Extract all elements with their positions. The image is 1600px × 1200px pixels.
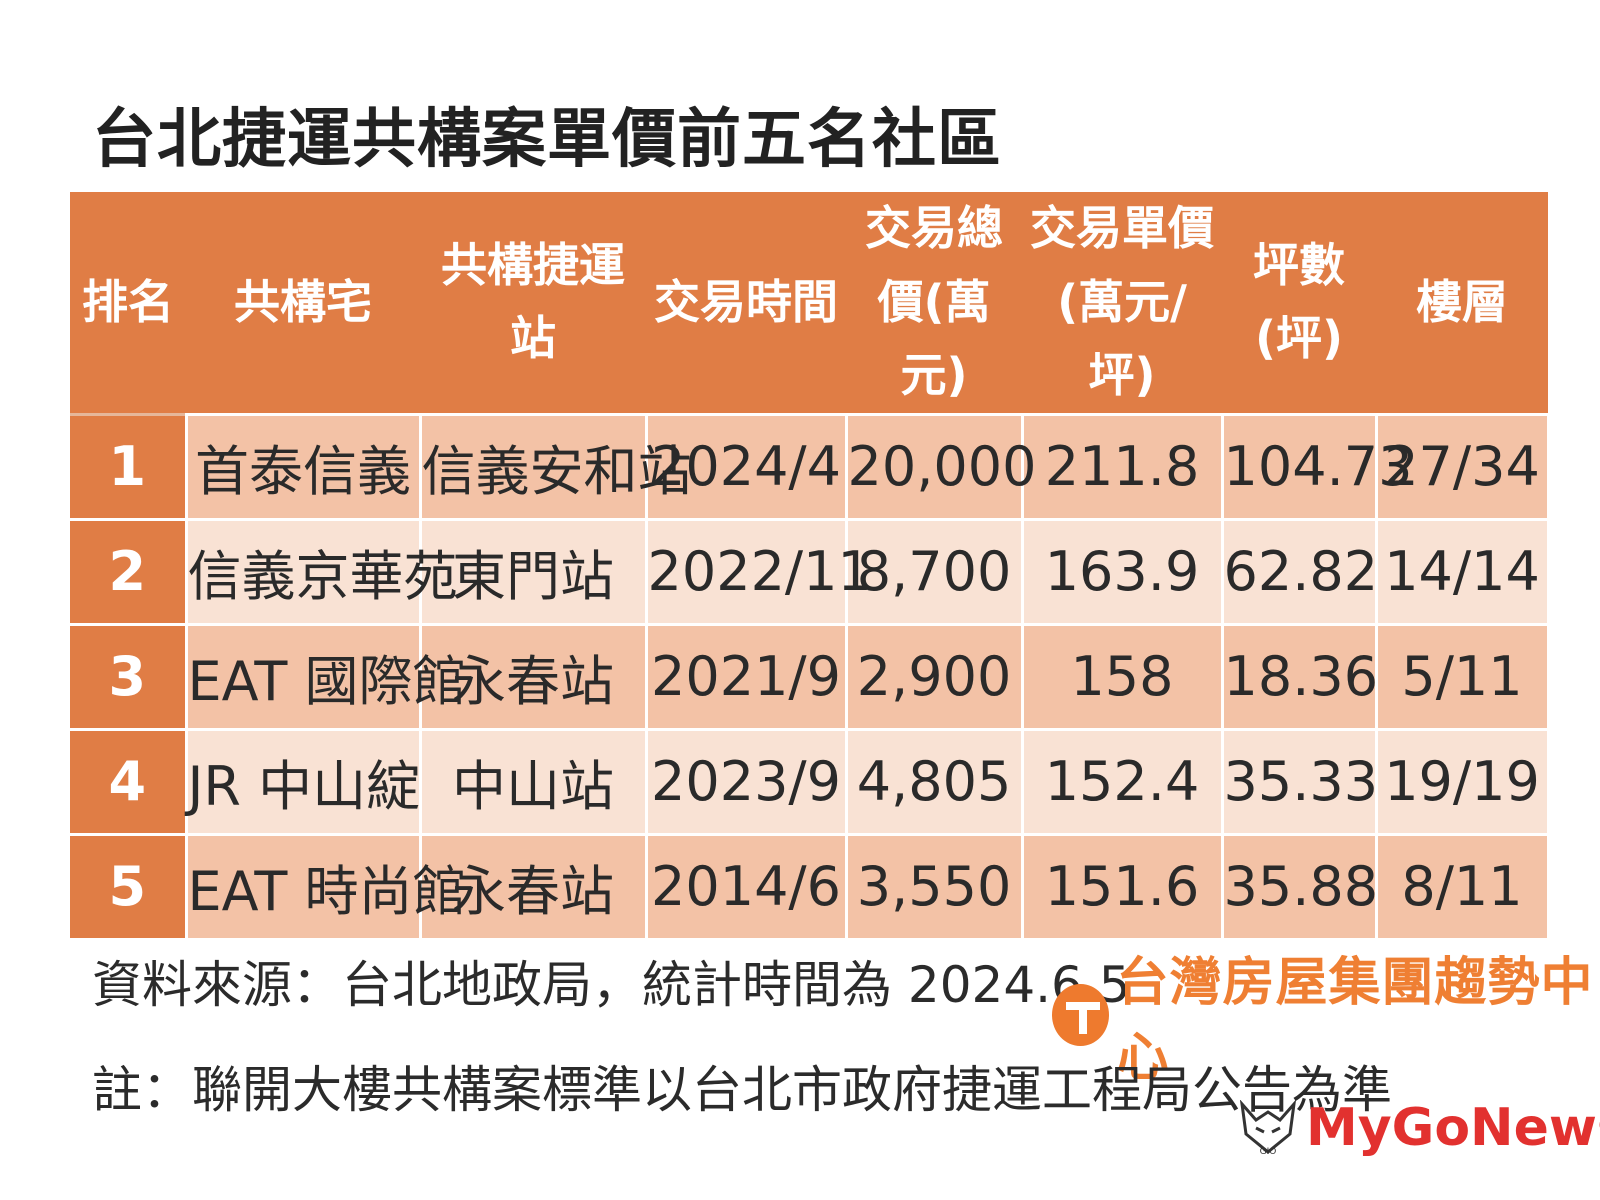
table-cell: 158	[1020, 622, 1224, 731]
brand-name: 台灣房屋集團趨勢中心	[1116, 953, 1594, 1088]
table-cell: 2022/11	[644, 517, 872, 626]
table-row: 3 EAT 國際館 永春站 2021/9 2,900 158 18.36 5/11	[70, 622, 1550, 731]
rank-cell: 2	[70, 517, 188, 626]
table-cell: 211.8	[1020, 412, 1224, 521]
table-header-row: 排名 共構宅 共構捷運站 交易時間 交易總 價(萬元) 交易單價 (萬元/坪) 坪數 (坪) 樓層	[70, 192, 1548, 415]
table-row: 4 JR 中山綻 中山站 2023/9 4,805 152.4 35.33 19/19	[70, 727, 1550, 836]
table-cell: 19/19	[1374, 727, 1550, 836]
column-header-text: 樓層	[1416, 274, 1508, 329]
column-header: 樓層	[1376, 192, 1548, 415]
table-cell: 62.82	[1220, 517, 1378, 626]
table-row: 1 首泰信義 信義安和站 2024/4 20,000 211.8 104.73 27/34	[70, 412, 1550, 521]
watermark-text: MyGoNews	[1306, 1098, 1600, 1158]
column-header-text: 交易時間	[654, 274, 838, 329]
column-header-text: 排名	[82, 274, 174, 329]
table-cell: 5/11	[1374, 622, 1550, 731]
table-cell: 104.73	[1220, 412, 1412, 521]
column-header: 共構捷運站	[420, 192, 646, 415]
column-header: 交易總價(萬元)	[846, 192, 1022, 415]
table-cell: 8/11	[1374, 832, 1550, 941]
table-cell: 永春站	[418, 832, 648, 941]
column-header: 坪數 (坪)	[1222, 192, 1376, 415]
table-cell: 2,900	[844, 622, 1024, 731]
table-cell: 27/34	[1374, 412, 1550, 521]
rank-cell: 5	[70, 832, 188, 941]
table-cell: 信義京華苑	[184, 517, 458, 626]
table-cell: 152.4	[1020, 727, 1224, 836]
table-cell: EAT 時尚館	[184, 832, 467, 941]
table-cell: 中山站	[418, 727, 648, 836]
table-cell: 東門站	[418, 517, 648, 626]
table-cell: 151.6	[1020, 832, 1224, 941]
column-header-text: 價(萬元)	[877, 274, 991, 403]
table-cell: 信義安和站	[418, 412, 692, 521]
fox-mascot-icon: GIO	[1239, 1100, 1297, 1156]
table-cell: 首泰信義	[184, 412, 422, 521]
table-body: 1 首泰信義 信義安和站 2024/4 20,000 211.8 104.73 27/34 2 信…	[70, 412, 1550, 941]
column-header-text: 坪數	[1253, 237, 1345, 292]
column-header: 共構宅	[186, 192, 420, 415]
column-header-text: 交易單價	[1030, 201, 1214, 255]
footnote: 註：聯開大樓共構案標準以台北市政府捷運工程局公告為準	[92, 1061, 1392, 1119]
table-cell: 2024/4	[644, 412, 848, 521]
column-header-text: 交易總	[865, 201, 1003, 255]
watermark-block: GIO MyGoNews	[1238, 1098, 1600, 1158]
chart-title: 台北捷運共構案單價前五名社區	[92, 103, 1002, 177]
column-header-text: (萬元/坪)	[1057, 274, 1187, 403]
column-header: 交易單價 (萬元/坪)	[1022, 192, 1222, 415]
table-cell: 14/14	[1374, 517, 1550, 626]
watermark-icon-label: GIO	[1260, 1147, 1277, 1156]
table-cell: 2014/6	[644, 832, 848, 941]
brand-emblem-icon	[1052, 984, 1109, 1046]
column-header-text: 共構捷運站	[441, 237, 625, 366]
column-header: 排名	[70, 192, 186, 415]
column-header-text: 共構宅	[234, 274, 372, 329]
table-cell: 163.9	[1020, 517, 1224, 626]
column-header: 交易時間	[646, 192, 846, 415]
table-cell: 8,700	[844, 517, 1024, 626]
rank-cell: 1	[70, 412, 188, 521]
table-cell: 3,550	[844, 832, 1024, 941]
brand-logo-block: 台灣房屋集團趨勢中心	[1052, 940, 1600, 1090]
table-cell: 2021/9	[644, 622, 848, 731]
table-row: 2 信義京華苑 東門站 2022/11 8,700 163.9 62.82 14/14	[70, 517, 1550, 626]
table-cell: 18.36	[1220, 622, 1378, 731]
table-cell: 2023/9	[644, 727, 848, 836]
source-note: 資料來源：台北地政局，統計時間為 2024.6.5	[92, 956, 1131, 1014]
table-cell: 永春站	[418, 622, 648, 731]
table-cell: 20,000	[844, 412, 1036, 521]
table-cell: EAT 國際館	[184, 622, 467, 731]
ranking-table-container: 排名 共構宅 共構捷運站 交易時間 交易總 價(萬元) 交易單價 (萬元/坪) 坪數 (坪) 樓層 …	[70, 192, 1550, 941]
table-cell: 35.88	[1220, 832, 1378, 941]
rank-cell: 4	[70, 727, 188, 836]
column-header-text: (坪)	[1254, 311, 1344, 366]
table-cell: JR 中山綻	[184, 727, 422, 836]
ranking-table: 排名 共構宅 共構捷運站 交易時間 交易總 價(萬元) 交易單價 (萬元/坪) 坪數 (坪) 樓層 …	[70, 192, 1550, 941]
table-cell: 4,805	[844, 727, 1024, 836]
table-cell: 35.33	[1220, 727, 1378, 836]
table-row: 5 EAT 時尚館 永春站 2014/6 3,550 151.6 35.88 8/11	[70, 832, 1550, 941]
rank-cell: 3	[70, 622, 188, 731]
